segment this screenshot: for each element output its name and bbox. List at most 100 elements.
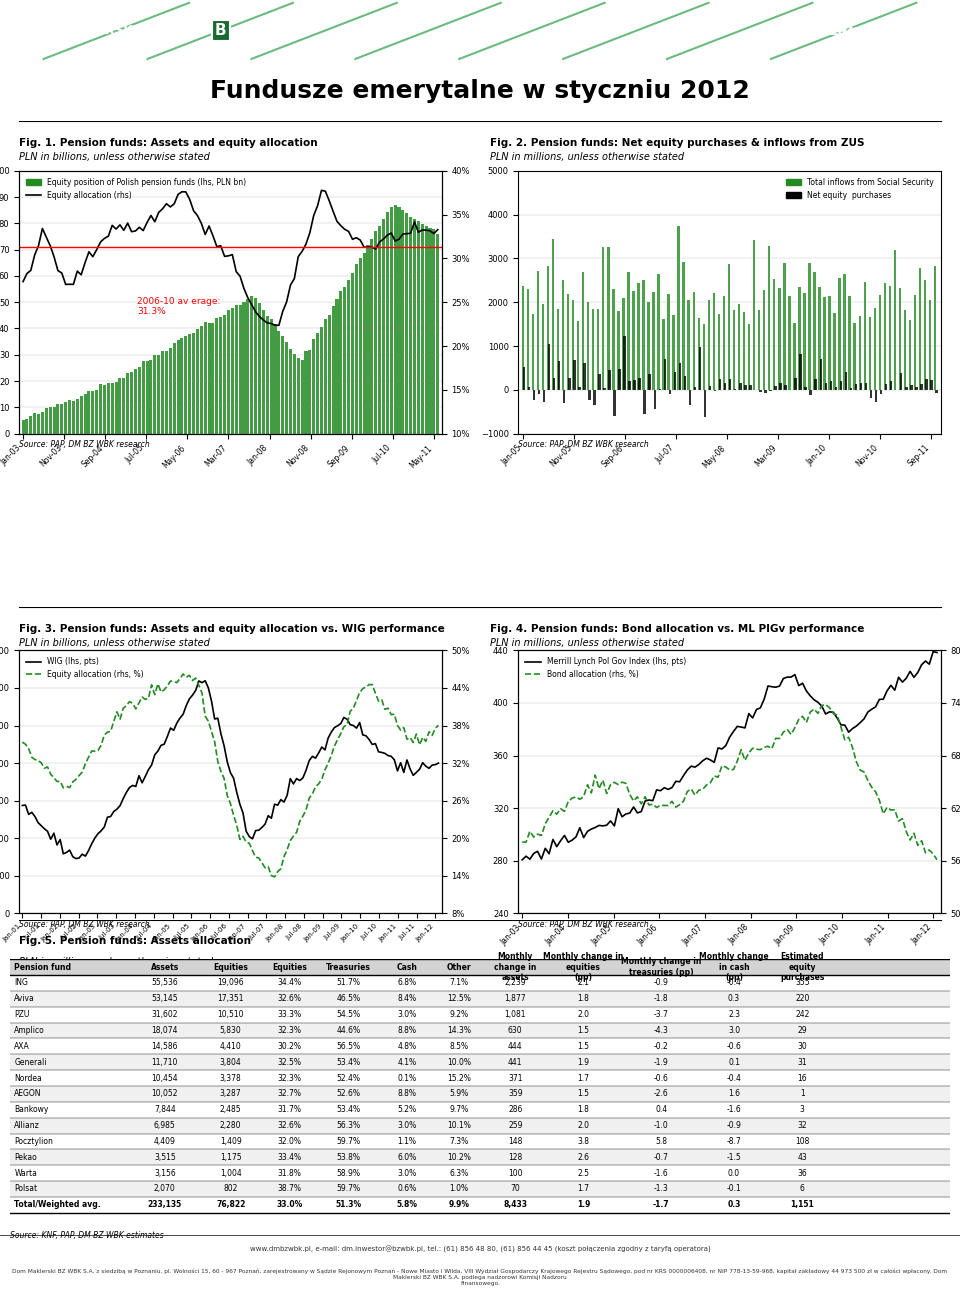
Text: 10,052: 10,052 [152,1089,179,1099]
Text: 53.8%: 53.8% [336,1152,360,1162]
Text: 33.0%: 33.0% [276,1200,302,1209]
Bar [759,390,761,393]
Bar [865,382,867,390]
Text: 30.2%: 30.2% [277,1042,301,1051]
Bar [405,213,408,434]
Bar [688,390,691,405]
Text: 32.7%: 32.7% [277,1089,301,1099]
Bar [207,323,210,434]
Text: 108: 108 [795,1137,809,1146]
Bar [642,280,645,390]
Equity allocation (rhs, %) [16,735,28,750]
FancyBboxPatch shape [10,1118,950,1134]
Text: Equities: Equities [213,963,248,971]
Line: Bond allocation (rhs, %): Bond allocation (rhs, %) [522,704,937,859]
Text: PLN in billions, unless otherwise stated: PLN in billions, unless otherwise stated [19,152,210,162]
Bar [247,298,250,434]
Bar [142,361,145,434]
Bar [68,399,71,434]
Bar [324,319,327,434]
Bar [57,405,60,434]
Bar [894,250,897,390]
Bar [177,340,180,434]
Bar [53,407,56,434]
Bar [103,385,106,434]
Bar [87,392,90,434]
Bar [227,310,230,434]
Text: 51.3%: 51.3% [335,1200,361,1209]
Text: 7.3%: 7.3% [449,1137,468,1146]
Text: Pension fund: Pension fund [14,963,71,971]
Equity allocation (rhs, %) [310,779,322,795]
Bar [778,288,780,390]
Bar [234,305,238,434]
Text: Warta: Warta [14,1168,37,1177]
Bar [828,296,830,390]
Text: 2,485: 2,485 [220,1105,242,1114]
Bar [281,336,284,434]
Text: 8.8%: 8.8% [397,1026,417,1035]
Equity allocation (rhs, %) [45,766,57,782]
Text: -0.6: -0.6 [654,1074,668,1083]
Bar [703,325,705,390]
Text: -0.4: -0.4 [727,1074,741,1083]
Bar [909,319,911,390]
Text: 29: 29 [798,1026,807,1035]
Bar [45,409,48,434]
Bar [793,323,796,390]
Text: Assets: Assets [151,963,179,971]
Text: 7,844: 7,844 [154,1105,176,1114]
Bond allocation (rhs, %) [743,745,755,761]
Text: 630: 630 [508,1026,522,1035]
Text: -0.1: -0.1 [727,1184,741,1193]
Text: 3: 3 [800,1105,804,1114]
Bar [344,286,347,434]
Bar [161,351,164,434]
Bar [935,390,938,393]
Bar [219,317,223,434]
Bar [91,390,94,434]
Merrill Lynch Pol Gov Index (lhs, pts) [743,706,755,721]
Bar [663,359,666,390]
Bar [592,309,594,390]
Text: 32.3%: 32.3% [277,1074,301,1083]
Legend: WIG (lhs, pts), Equity allocation (rhs, %): WIG (lhs, pts), Equity allocation (rhs, … [23,654,147,682]
Bar [196,330,199,434]
WIG (lhs, pts) [414,761,425,777]
Text: Source: KNF, PAP, DM BZ WBK estimates: Source: KNF, PAP, DM BZ WBK estimates [10,1231,163,1240]
Bar [672,315,675,390]
Text: 2.5: 2.5 [578,1168,589,1177]
Text: 10,510: 10,510 [217,1010,244,1020]
Text: Polsat: Polsat [14,1184,37,1193]
Bar [84,394,86,434]
Merrill Lynch Pol Gov Index (lhs, pts) [927,644,939,660]
Merrill Lynch Pol Gov Index (lhs, pts) [739,720,751,736]
Text: Source: PAP, DM BZ WBK research: Source: PAP, DM BZ WBK research [518,440,649,449]
Text: 0.0: 0.0 [728,1168,740,1177]
Text: DOM MAKLERSKI: DOM MAKLERSKI [19,25,137,37]
Bar [633,292,635,390]
Text: -1.3: -1.3 [654,1184,668,1193]
Bar [820,359,822,390]
Text: 286: 286 [508,1105,522,1114]
Merrill Lynch Pol Gov Index (lhs, pts) [789,666,801,682]
Text: 0.1%: 0.1% [397,1074,417,1083]
Bar [262,310,265,434]
Text: 2,280: 2,280 [220,1121,241,1130]
Bar [382,219,385,434]
Text: 54.5%: 54.5% [336,1010,360,1020]
Text: 76,822: 76,822 [216,1200,246,1209]
Bar [200,326,203,434]
Bar [607,247,610,390]
Text: 31.8%: 31.8% [277,1168,301,1177]
Text: PLN in millions, unless otherwise stated: PLN in millions, unless otherwise stated [490,639,684,648]
Bar [154,355,156,434]
Equity allocation (rhs, %) [298,808,309,824]
Bar [122,377,126,434]
Text: ING: ING [14,979,28,988]
Text: 1,877: 1,877 [504,995,526,1004]
Text: 6: 6 [800,1184,804,1193]
Bar [293,353,296,434]
Text: 10.0%: 10.0% [446,1058,470,1067]
Bar [623,335,626,390]
